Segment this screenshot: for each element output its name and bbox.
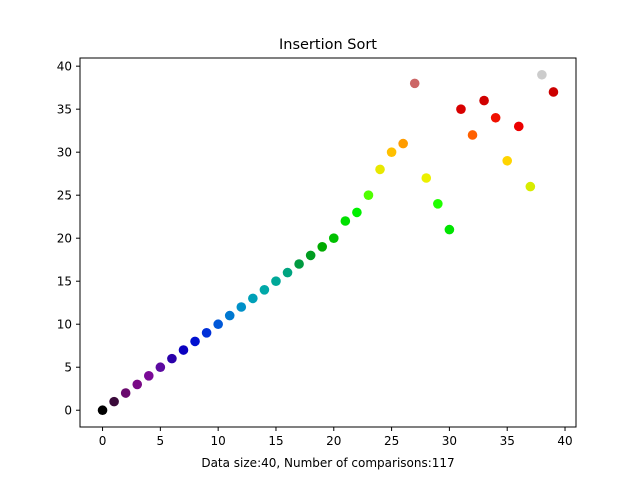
x-axis-label: Data size:40, Number of comparisons:117 <box>201 456 454 470</box>
data-point-11 <box>224 310 235 321</box>
data-point-32 <box>467 130 478 140</box>
data-point-14 <box>259 285 270 295</box>
data-point-3 <box>132 379 143 390</box>
data-point-30 <box>444 224 455 235</box>
data-point-16 <box>282 267 293 278</box>
data-point-4 <box>143 371 154 381</box>
plot-frame <box>79 57 577 428</box>
data-point-0 <box>97 405 108 416</box>
data-point-19 <box>317 242 328 252</box>
y-tick-label: 0 <box>64 404 72 418</box>
data-points <box>97 69 559 416</box>
y-tick-label: 30 <box>57 146 72 160</box>
data-point-24 <box>375 164 385 175</box>
data-point-18 <box>305 250 316 261</box>
data-point-39 <box>548 87 559 97</box>
data-point-37 <box>525 181 536 192</box>
data-point-1 <box>109 396 119 407</box>
data-point-22 <box>352 207 362 218</box>
data-point-34 <box>490 112 501 123</box>
y-tick-label: 40 <box>57 60 72 74</box>
data-point-5 <box>155 362 166 373</box>
data-point-2 <box>120 388 131 398</box>
data-point-27 <box>409 78 420 89</box>
data-point-28 <box>421 173 432 183</box>
y-tick-label: 5 <box>64 361 72 375</box>
data-point-17 <box>294 259 304 269</box>
y-tick-label: 15 <box>57 275 72 289</box>
data-point-33 <box>479 95 489 106</box>
data-point-29 <box>433 198 443 209</box>
data-point-31 <box>456 104 466 114</box>
x-tick-label: 30 <box>442 434 457 448</box>
y-tick-label: 10 <box>57 318 72 332</box>
data-point-9 <box>201 328 212 338</box>
data-point-20 <box>328 233 339 243</box>
axes: 0 5 10 15 20 25 30 35 40 0 5 10 15 20 25 30 35 40 <box>57 57 577 448</box>
data-point-13 <box>248 293 258 304</box>
data-point-6 <box>167 353 177 364</box>
x-tick-label: 5 <box>157 434 165 448</box>
y-tick-label: 35 <box>57 103 72 117</box>
x-tick-label: 25 <box>384 434 399 448</box>
data-point-12 <box>236 302 247 312</box>
x-tick-label: 40 <box>557 434 572 448</box>
x-tick-label: 10 <box>211 434 226 448</box>
chart-title: Insertion Sort <box>279 37 377 53</box>
data-point-23 <box>363 190 374 200</box>
data-point-38 <box>537 69 547 80</box>
x-tick-label: 15 <box>268 434 283 448</box>
data-point-15 <box>271 276 281 287</box>
data-point-36 <box>513 121 524 132</box>
data-point-8 <box>190 336 200 347</box>
y-tick-label: 20 <box>57 232 72 246</box>
data-point-26 <box>398 138 408 149</box>
data-point-10 <box>213 319 223 330</box>
x-tick-label: 20 <box>326 434 341 448</box>
x-tick-label: 35 <box>500 434 515 448</box>
data-point-21 <box>340 216 351 226</box>
data-point-35 <box>502 155 513 166</box>
data-point-25 <box>386 147 397 157</box>
y-tick-label: 25 <box>57 189 72 203</box>
data-point-7 <box>178 345 189 355</box>
x-tick-label: 0 <box>99 434 107 448</box>
